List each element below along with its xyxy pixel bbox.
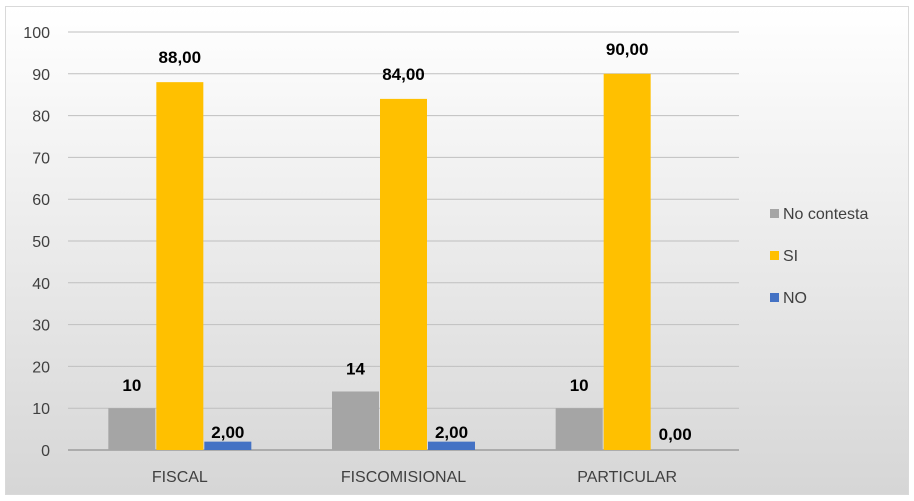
y-tick-label: 100 [23,25,50,42]
bar-no-contesta [332,391,379,450]
bar-no-contesta [555,408,603,450]
legend-swatch [770,293,779,302]
data-label: 0,00 [659,425,692,444]
y-tick-label: 20 [32,359,50,376]
y-tick-label: 10 [32,401,50,418]
data-label: 2,00 [211,423,244,442]
y-tick-label: 80 [32,109,50,126]
y-tick-label: 70 [32,150,50,167]
bar-no-contesta [108,408,156,450]
bar-no [428,441,475,450]
legend-swatch [770,209,779,218]
legend-entry: SI [783,248,798,265]
data-labels: 10 88,00 2,00 14 84,00 2,00 10 90,00 0,00 [122,40,691,444]
y-tick-label: 0 [41,443,50,460]
bar-si [156,82,204,450]
legend: No contesta SI NO [770,206,868,307]
y-tick-label: 40 [32,276,50,293]
legend-entry: NO [783,290,807,307]
data-label: 88,00 [159,48,202,67]
y-axis-ticks: 0 10 20 30 40 50 60 70 80 90 100 [23,25,50,460]
category-label: FISCAL [152,469,208,486]
legend-swatch [770,251,779,260]
data-label: 84,00 [382,65,425,84]
data-label: 2,00 [435,423,468,442]
category-label: FISCOMISIONAL [341,469,466,486]
y-tick-label: 60 [32,192,50,209]
y-tick-label: 90 [32,67,50,84]
data-label: 14 [346,359,365,378]
data-label: 10 [570,376,589,395]
data-label: 90,00 [606,40,649,59]
category-label: PARTICULAR [577,469,677,486]
chart-area: 0 10 20 30 40 50 60 70 80 90 100 10 88,00 2,00 14 84,0… [5,6,909,495]
y-tick-label: 50 [32,234,50,251]
data-label: 10 [122,376,141,395]
legend-entry: No contesta [783,206,868,223]
x-axis-categories: FISCAL FISCOMISIONAL PARTICULAR [152,469,677,486]
bar-si [603,73,651,451]
bar-no [204,441,252,450]
y-tick-label: 30 [32,318,50,335]
bar-chart: 0 10 20 30 40 50 60 70 80 90 100 10 88,00 2,00 14 84,0… [23,25,868,486]
bars [108,73,651,451]
bar-si [380,98,427,450]
